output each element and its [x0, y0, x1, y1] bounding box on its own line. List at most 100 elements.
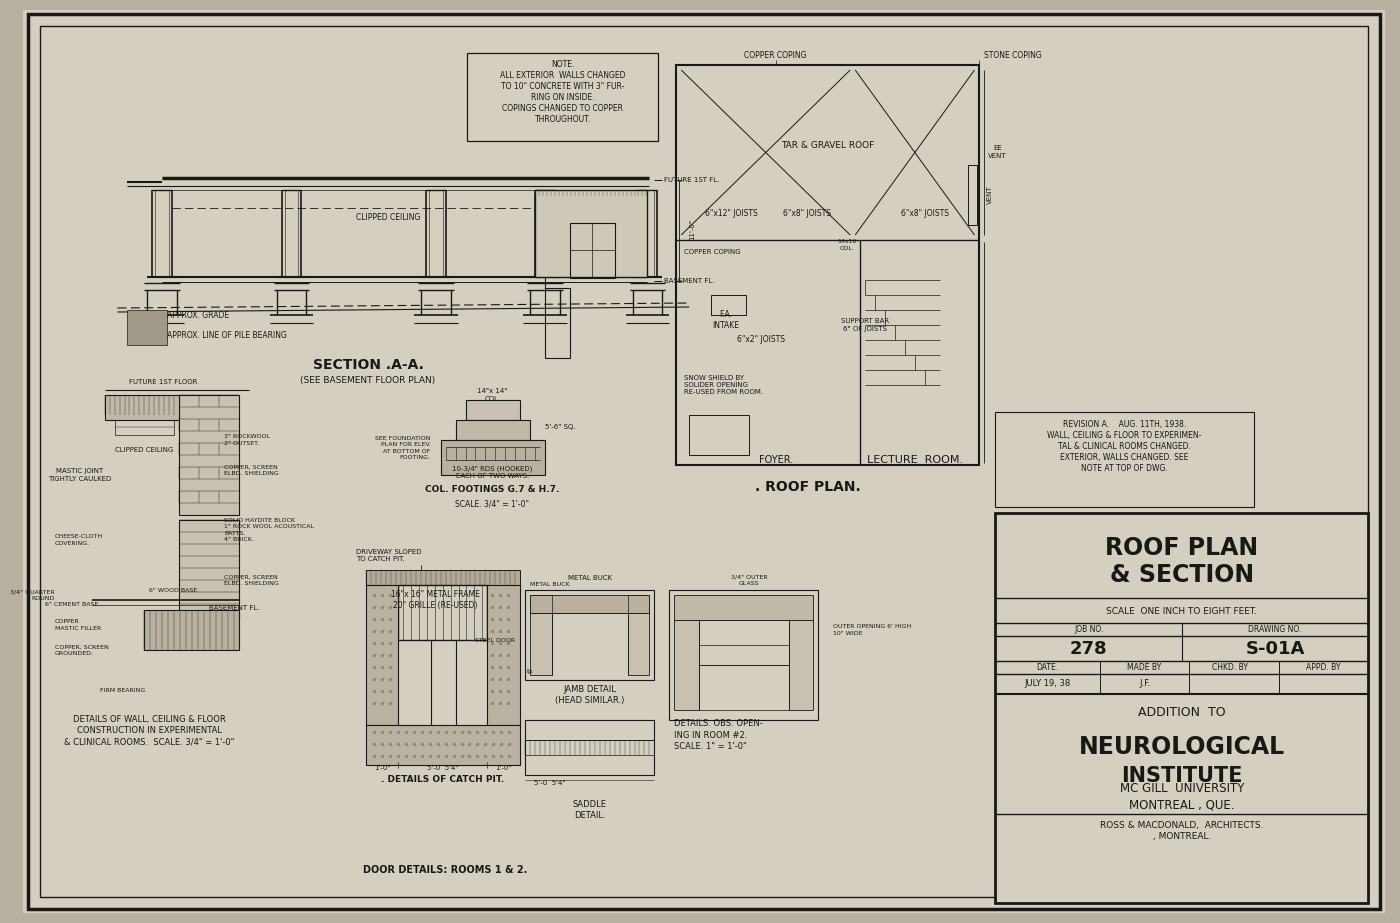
Text: 5'-6" SQ.: 5'-6" SQ.	[545, 424, 575, 430]
Bar	[967, 165, 977, 225]
Text: VENT: VENT	[987, 186, 994, 204]
Text: BASEMENT FL.: BASEMENT FL.	[209, 605, 259, 611]
Bar	[788, 620, 813, 710]
Text: SADDLE
DETAIL.: SADDLE DETAIL.	[573, 800, 606, 820]
Bar	[699, 665, 788, 710]
Bar	[699, 620, 788, 665]
Bar	[535, 190, 647, 277]
Text: MADE BY: MADE BY	[1127, 664, 1162, 673]
Text: SEE FOUNDATION
PLAN FOR ELEV.
AT BOTTOM OF
FOOTING.: SEE FOUNDATION PLAN FOR ELEV. AT BOTTOM …	[375, 437, 431, 460]
Bar	[531, 595, 650, 613]
Text: J.F.: J.F.	[1138, 679, 1151, 689]
Text: 6"x2" JOISTS: 6"x2" JOISTS	[736, 335, 785, 344]
Text: 14x16
COL.: 14x16 COL.	[837, 239, 857, 251]
Text: EE
VENT: EE VENT	[988, 145, 1007, 159]
Text: METAL BUCK: METAL BUCK	[531, 582, 570, 588]
Text: & SECTION: & SECTION	[1110, 563, 1254, 587]
Bar	[545, 288, 570, 358]
Polygon shape	[92, 650, 179, 700]
Bar	[995, 412, 1254, 507]
Text: DETAILS OF WALL, CEILING & FLOOR
CONSTRUCTION IN EXPERIMENTAL
& CLINICAL ROOMS. : DETAILS OF WALL, CEILING & FLOOR CONSTRU…	[64, 715, 235, 746]
Text: F.A.
INTAKE: F.A. INTAKE	[713, 310, 739, 330]
Bar	[144, 610, 239, 650]
Text: 3" ROCKWOOL
2" OUTSET.: 3" ROCKWOOL 2" OUTSET.	[224, 435, 270, 446]
Bar	[105, 395, 179, 420]
Text: 278: 278	[1070, 640, 1107, 658]
Text: APPROX. LINE OF PILE BEARING: APPROX. LINE OF PILE BEARING	[167, 330, 287, 340]
Text: CHEESE-CLOTH
COVERING.: CHEESE-CLOTH COVERING.	[55, 534, 104, 545]
Text: . ROOF PLAN.: . ROOF PLAN.	[755, 480, 861, 494]
Text: 6"x12" JOISTS: 6"x12" JOISTS	[704, 209, 757, 218]
Text: DRAWING NO.: DRAWING NO.	[1249, 626, 1302, 634]
Text: 10-3/4" RDS (HOOKED)
EACH OF TWO WAYS.: 10-3/4" RDS (HOOKED) EACH OF TWO WAYS.	[452, 465, 532, 479]
Text: 1'-0": 1'-0"	[496, 765, 511, 771]
Text: FUTURE 1ST FL.: FUTURE 1ST FL.	[665, 177, 720, 183]
Text: ROSS & MACDONALD,  ARCHITECTS.
, MONTREAL.: ROSS & MACDONALD, ARCHITECTS. , MONTREAL…	[1100, 821, 1264, 841]
Text: APPROX. GRADE: APPROX. GRADE	[167, 310, 230, 319]
Bar	[365, 585, 398, 725]
Text: STEEL DOOR: STEEL DOOR	[475, 638, 515, 642]
Bar	[487, 585, 521, 725]
Text: 14"x 14"
COL.: 14"x 14" COL.	[477, 389, 508, 402]
Text: BASEMENT FL.: BASEMENT FL.	[665, 278, 715, 284]
Text: DATE.: DATE.	[1036, 664, 1058, 673]
Bar	[570, 223, 615, 278]
Text: . DETAILS OF CATCH PIT.: . DETAILS OF CATCH PIT.	[381, 775, 504, 785]
Text: DOOR DETAILS: ROOMS 1 & 2.: DOOR DETAILS: ROOMS 1 & 2.	[364, 865, 528, 875]
Text: SCALE  ONE INCH TO EIGHT FEET.: SCALE ONE INCH TO EIGHT FEET.	[1106, 606, 1257, 616]
Text: COPPER
MASTIC FILLER: COPPER MASTIC FILLER	[55, 619, 101, 630]
Text: CHKD. BY: CHKD. BY	[1212, 664, 1249, 673]
Text: SNOW SHIELD BY
SOLIDER OPENING
RE-USED FROM ROOM.: SNOW SHIELD BY SOLIDER OPENING RE-USED F…	[685, 375, 763, 395]
Text: FIRM BEARING: FIRM BEARING	[99, 688, 146, 692]
Text: CLIPPED CEILING: CLIPPED CEILING	[356, 213, 420, 222]
Text: FOYER.: FOYER.	[759, 455, 792, 465]
Text: LECTURE  ROOM.: LECTURE ROOM.	[867, 455, 963, 465]
Bar	[669, 590, 819, 720]
Text: CLIPPED CEILING: CLIPPED CEILING	[115, 447, 174, 453]
Bar	[525, 720, 654, 775]
Text: INSTITUTE: INSTITUTE	[1121, 766, 1243, 786]
Text: COL. FOOTINGS G.7 & H.7.: COL. FOOTINGS G.7 & H.7.	[426, 485, 560, 495]
Text: STONE COPING: STONE COPING	[984, 51, 1042, 59]
Bar	[676, 65, 980, 465]
Text: SECTION .A-A.: SECTION .A-A.	[312, 358, 424, 372]
Text: S-01A: S-01A	[1245, 640, 1305, 658]
Text: ROOF PLAN: ROOF PLAN	[1105, 536, 1259, 560]
Text: COPPER COPING: COPPER COPING	[685, 249, 741, 255]
Bar	[675, 595, 813, 620]
Bar	[627, 595, 650, 675]
Text: 16"x 16" METAL FRAME
20" GRILLE (RE-USED): 16"x 16" METAL FRAME 20" GRILLE (RE-USED…	[391, 590, 480, 610]
Text: COPPER, SCREEN
GROUNDED.: COPPER, SCREEN GROUNDED.	[55, 644, 109, 655]
Text: SUPPORT BAR
6" OF JOISTS: SUPPORT BAR 6" OF JOISTS	[841, 318, 889, 331]
Text: COPPER COPING: COPPER COPING	[745, 51, 806, 59]
Text: TAR & GRAVEL ROOF: TAR & GRAVEL ROOF	[781, 140, 874, 150]
Text: 6': 6'	[528, 666, 533, 673]
Text: 6"x8" JOISTS: 6"x8" JOISTS	[900, 209, 949, 218]
Text: METAL BUCK: METAL BUCK	[568, 575, 612, 581]
Bar	[455, 420, 531, 440]
Text: 6" CEMENT BASE: 6" CEMENT BASE	[45, 603, 98, 607]
Bar	[115, 420, 174, 435]
Bar	[689, 415, 749, 455]
Bar	[995, 513, 1368, 903]
Text: COPPER, SCREEN
ELBD. SHIELDING: COPPER, SCREEN ELBD. SHIELDING	[224, 574, 279, 585]
Text: NEUROLOGICAL: NEUROLOGICAL	[1079, 735, 1285, 759]
Polygon shape	[127, 310, 167, 345]
Text: OUTER OPENING 6' HIGH
10" WIDE: OUTER OPENING 6' HIGH 10" WIDE	[833, 624, 911, 636]
Text: MC GILL  UNIVERSITY
MONTREAL , QUE.: MC GILL UNIVERSITY MONTREAL , QUE.	[1120, 783, 1245, 811]
Text: JAMB DETAIL
(HEAD SIMILAR.): JAMB DETAIL (HEAD SIMILAR.)	[554, 685, 624, 705]
Text: APPD. BY: APPD. BY	[1306, 664, 1341, 673]
Text: 6"x8" JOISTS: 6"x8" JOISTS	[784, 209, 832, 218]
Bar	[531, 595, 552, 675]
Text: 11'-0": 11'-0"	[689, 220, 696, 241]
Text: NOTE.
ALL EXTERIOR  WALLS CHANGED
TO 10" CONCRETE WITH 3" FUR-
RING ON INSIDE.
C: NOTE. ALL EXTERIOR WALLS CHANGED TO 10" …	[500, 60, 626, 125]
Text: SCALE. 3/4" = 1'-0": SCALE. 3/4" = 1'-0"	[455, 499, 529, 509]
Text: JOB NO.: JOB NO.	[1074, 626, 1103, 634]
Text: 5'-0  5'4": 5'-0 5'4"	[427, 765, 458, 771]
Bar	[365, 570, 521, 585]
Text: REVISION A.    AUG. 11TH, 1938.
WALL, CEILING & FLOOR TO EXPERIMEN-
TAL & CLINIC: REVISION A. AUG. 11TH, 1938. WALL, CEILI…	[1047, 420, 1201, 473]
Bar	[711, 295, 746, 315]
Bar	[179, 520, 239, 620]
Bar	[468, 53, 658, 141]
Text: 1'-0": 1'-0"	[374, 765, 391, 771]
